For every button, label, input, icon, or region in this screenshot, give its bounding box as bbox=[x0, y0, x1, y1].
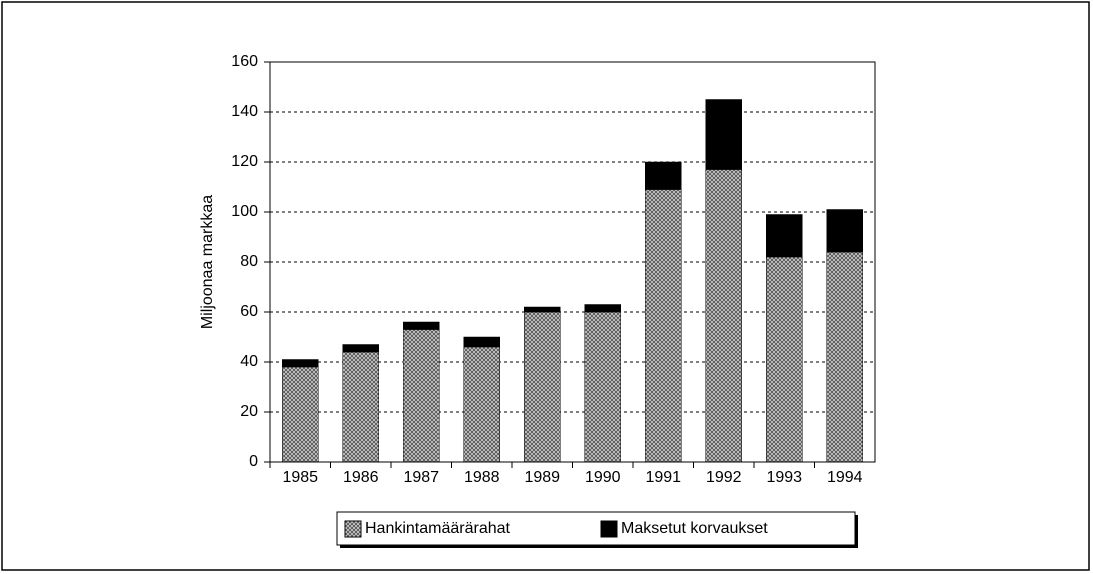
x-tick-label: 1989 bbox=[524, 469, 560, 486]
y-tick-label: 80 bbox=[240, 253, 258, 270]
legend-label: Maksetut korvaukset bbox=[621, 520, 768, 537]
bar-segment bbox=[705, 169, 742, 463]
y-tick-label: 60 bbox=[240, 303, 258, 320]
x-tick-label: 1991 bbox=[645, 469, 681, 486]
bar-segment bbox=[524, 311, 561, 463]
bar-segment bbox=[463, 346, 500, 463]
y-tick-label: 160 bbox=[231, 53, 258, 70]
y-tick-label: 0 bbox=[249, 453, 258, 470]
bar-segment bbox=[584, 311, 621, 463]
bar-segment bbox=[403, 321, 440, 330]
bar-segment bbox=[584, 304, 621, 313]
legend-swatch bbox=[344, 520, 362, 538]
legend-box bbox=[336, 511, 856, 546]
x-tick-label: 1986 bbox=[343, 469, 379, 486]
x-tick-label: 1994 bbox=[827, 469, 863, 486]
legend-swatch bbox=[600, 520, 618, 538]
x-tick-label: 1985 bbox=[282, 469, 318, 486]
bar-segment bbox=[403, 329, 440, 463]
bar-segment bbox=[524, 306, 561, 313]
y-tick-label: 120 bbox=[231, 153, 258, 170]
bar-segment bbox=[766, 214, 803, 258]
plot-border bbox=[269, 61, 876, 463]
x-tick-label: 1990 bbox=[585, 469, 621, 486]
bar-segment bbox=[766, 256, 803, 463]
bar-segment bbox=[826, 209, 863, 253]
legend-label: Hankintamäärärahat bbox=[365, 520, 511, 537]
y-tick-label: 100 bbox=[231, 203, 258, 220]
x-tick-label: 1993 bbox=[766, 469, 802, 486]
bar-segment bbox=[705, 99, 742, 170]
bar-segment bbox=[342, 351, 379, 463]
bar-segment bbox=[342, 344, 379, 353]
y-tick-label: 40 bbox=[240, 353, 258, 370]
bar-segment bbox=[645, 189, 682, 463]
y-tick-label: 20 bbox=[240, 403, 258, 420]
bar-segment bbox=[282, 359, 319, 368]
y-axis-label: Miljoonaa markkaa bbox=[199, 195, 216, 329]
bar-segment bbox=[463, 336, 500, 348]
bar-segment bbox=[645, 161, 682, 190]
x-tick-label: 1988 bbox=[464, 469, 500, 486]
x-tick-label: 1992 bbox=[706, 469, 742, 486]
y-tick-label: 140 bbox=[231, 103, 258, 120]
x-tick-label: 1987 bbox=[403, 469, 439, 486]
bar-segment bbox=[282, 366, 319, 463]
bar-segment bbox=[826, 251, 863, 463]
